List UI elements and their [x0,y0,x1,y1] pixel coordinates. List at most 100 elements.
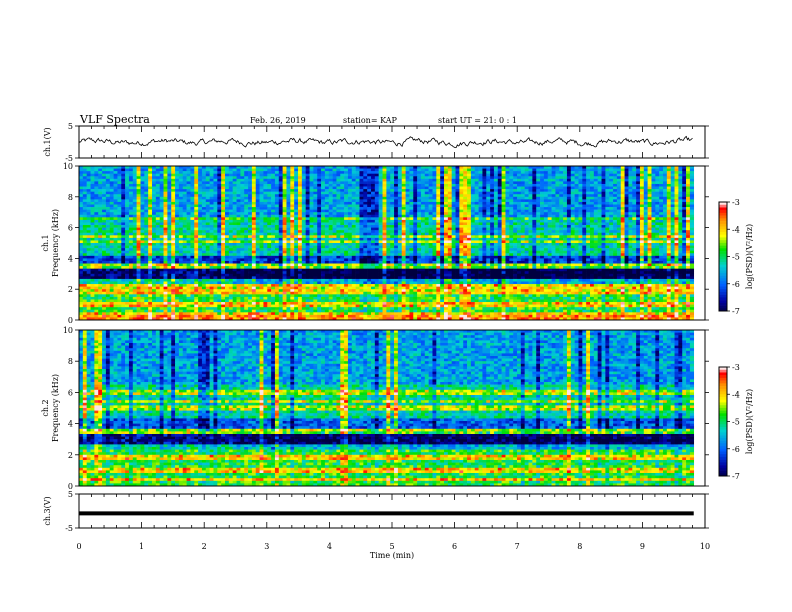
ch1-spectrogram-cell [279,217,283,220]
ch1-spectrogram-cell [575,171,579,174]
ch1-spectrogram-cell [336,215,340,218]
ch1-spectrogram-cell [171,189,175,192]
ch1-spectrogram-cell [517,215,521,218]
ch1-spectrogram-cell [398,184,402,187]
ch1-spectrogram-cell [586,176,590,179]
ch1-spectrogram-cell [540,174,544,177]
ch1-spectrogram-cell [137,176,141,179]
ch1-spectrogram-cell [194,202,198,205]
ch1-spectrogram-cell [310,233,314,236]
ch1-spectrogram-cell [529,187,533,190]
ch1-spectrogram-cell [479,174,483,177]
ch1-spectrogram-cell [329,199,333,202]
ch1-spectrogram-cell [379,176,383,179]
ch1-spectrogram-cell [225,169,229,172]
ch1-spectrogram-cell [114,228,118,231]
ch1-spectrogram-cell [648,220,652,223]
ch1-spectrogram-cell [267,238,271,241]
ch1-spectrogram-cell [187,184,191,187]
ch1-spectrogram-cell [125,233,129,236]
ch1-spectrogram-cell [121,233,125,236]
ch1-spectrogram-cell [575,207,579,210]
ch1-spectrogram-cell [98,171,102,174]
ch1-spectrogram-cell [329,220,333,223]
ch1-spectrogram-cell [432,181,436,184]
ch1-spectrogram-cell [432,205,436,208]
ch1-spectrogram-cell [133,194,137,197]
ch1-spectrogram-cell [348,189,352,192]
ch1-spectrogram-cell [379,171,383,174]
ch1-spectrogram-cell [540,238,544,241]
ch1-spectrogram-cell [340,230,344,233]
ch1-spectrogram-cell [621,169,625,172]
ch1-spectrogram-cell [509,202,513,205]
ch1-spectrogram-cell [675,220,679,223]
ch1-spectrogram-cell [402,192,406,195]
ch1-spectrogram-cell [198,199,202,202]
ch1-spectrogram-cell [390,225,394,228]
ch1-spectrogram-cell [206,202,210,205]
ch1-spectrogram-cell [271,199,275,202]
ch1-spectrogram-cell [363,169,367,172]
ch1-spectrogram-cell [571,174,575,177]
ch1-spectrogram-cell [144,176,148,179]
ch1-spectrogram-cell [575,202,579,205]
ch1-spectrogram-cell [667,235,671,238]
ch1-spectrogram-cell [448,192,452,195]
ch1-spectrogram-cell [171,169,175,172]
ch1-spectrogram-cell [148,207,152,210]
ch1-spectrogram-cell [275,197,279,200]
ch1-spectrogram-cell [156,240,160,243]
ch1-spectrogram-cell [167,222,171,225]
ch1-spectrogram-cell [306,205,310,208]
ch1-spectrogram-cell [582,202,586,205]
ch1-spectrogram-cell [267,179,271,182]
ch1-spectrogram-cell [148,217,152,220]
ch1-spectrogram-cell [655,199,659,202]
ch1-spectrogram-cell [117,205,121,208]
ch1-spectrogram-cell [513,169,517,172]
ch1-spectrogram-cell [144,222,148,225]
ch1-spectrogram-cell [91,174,95,177]
ch1-spectrogram-cell [79,192,83,195]
ch1-spectrogram-cell [571,194,575,197]
ch1-spectrogram-cell [167,217,171,220]
ch1-spectrogram-cell [536,222,540,225]
ch1-spectrogram-cell [383,192,387,195]
ch1-spectrogram-cell [329,222,333,225]
ch1-spectrogram-cell [352,217,356,220]
ch1-spectrogram-cell [171,210,175,213]
ch1-spectrogram-cell [313,235,317,238]
ch1-spectrogram-cell [417,230,421,233]
ch1-spectrogram-cell [448,181,452,184]
ch1-spectrogram-cell [436,228,440,231]
ch1-spectrogram-cell [651,230,655,233]
ch1-spectrogram-cell [555,235,559,238]
ch1-spectrogram-cell [248,212,252,215]
ch1-spectrogram-cell [152,217,156,220]
ch1-spectrogram-cell [571,225,575,228]
ch1-spectrogram-cell [409,210,413,213]
ch1-spectrogram-cell [467,205,471,208]
ch1-spectrogram-cell [210,235,214,238]
ch1-spectrogram-cell [490,220,494,223]
ch1-spectrogram-cell [344,230,348,233]
ch1-spectrogram-cell [632,222,636,225]
ch1-spectrogram-cell [513,181,517,184]
ch1-spectrogram-cell [505,207,509,210]
ch1-spectrogram-cell [140,199,144,202]
ch1-spectrogram-cell [313,207,317,210]
ch1-spectrogram-cell [432,215,436,218]
ch1-spectrogram-cell [187,225,191,228]
ch1-spectrogram-cell [440,217,444,220]
ch1-spectrogram-cell [436,210,440,213]
ch1-spectrogram-cell [571,197,575,200]
ch1-spectrogram-cell [421,205,425,208]
ch1-spectrogram-cell [225,230,229,233]
ch1-spectrogram-cell [406,233,410,236]
ch1-spectrogram-cell [617,238,621,241]
ch1-spectrogram-cell [479,228,483,231]
ch1-spectrogram-cell [429,207,433,210]
ch1-spectrogram-cell [502,207,506,210]
ch1-spectrogram-cell [129,205,133,208]
